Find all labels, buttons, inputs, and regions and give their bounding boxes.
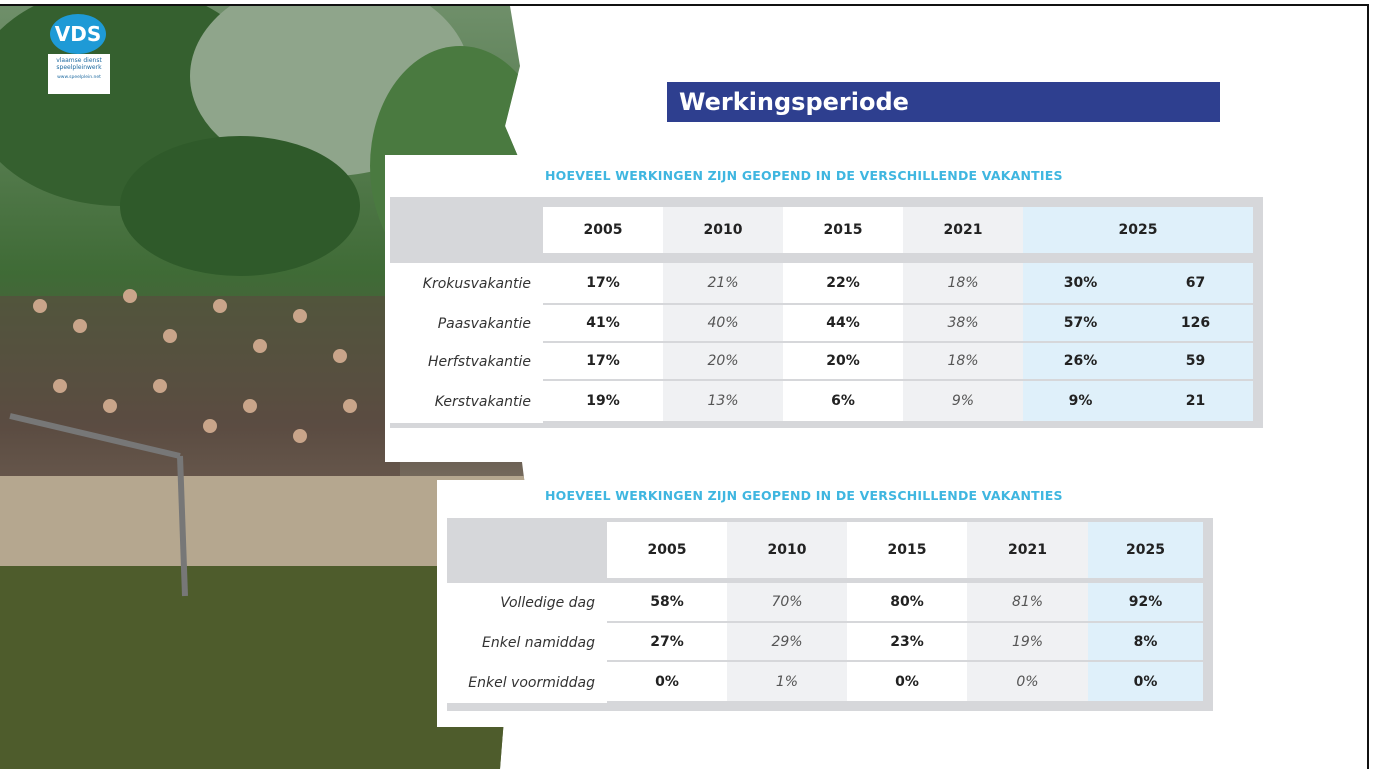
table-cell: 38% [903, 305, 1023, 341]
table-cell: 13% [663, 381, 783, 421]
header-corner [447, 522, 607, 578]
table-cell: 8% [1088, 623, 1203, 660]
table-cell: 27% [607, 623, 727, 660]
table-cell: 0% [847, 662, 967, 701]
column-header: 2005 [543, 207, 663, 253]
row-label: Herfstvakantie [390, 343, 543, 381]
logo-name: vlaamse dienst speelpleinwerk [48, 57, 110, 71]
table-cell: 18% [903, 343, 1023, 379]
table-cell: 70% [727, 583, 847, 621]
table-cell: 92% [1088, 583, 1203, 621]
column-header: 2005 [607, 522, 727, 578]
slide-title: Werkingsperiode [667, 82, 1220, 122]
table-title: HOEVEEL WERKINGEN ZIJN GEOPEND IN DE VER… [545, 168, 1063, 183]
table-cell: 0% [967, 662, 1088, 701]
table-cell: 30% [1023, 263, 1138, 303]
slide: VDS vlaamse dienst speelpleinwerk www.sp… [0, 0, 1373, 769]
table-cell: 17% [543, 343, 663, 379]
column-header: 2010 [663, 207, 783, 253]
table-cell: 0% [1088, 662, 1203, 701]
logo-url: www.speelplein.net [48, 75, 110, 80]
table-cell: 18% [903, 263, 1023, 303]
table-cell: 26% [1023, 343, 1138, 379]
table-cell: 22% [783, 263, 903, 303]
table-cell: 23% [847, 623, 967, 660]
row-label: Kerstvakantie [390, 381, 543, 423]
table-cell: 19% [967, 623, 1088, 660]
table-cell: 58% [607, 583, 727, 621]
table-cell: 21% [663, 263, 783, 303]
table-cell: 40% [663, 305, 783, 341]
table-cell: 41% [543, 305, 663, 341]
table-cell: 17% [543, 263, 663, 303]
column-header: 2015 [783, 207, 903, 253]
table-cell: 1% [727, 662, 847, 701]
column-header: 2015 [847, 522, 967, 578]
table-cell: 80% [847, 583, 967, 621]
table-cell: 19% [543, 381, 663, 421]
row-label: Krokusvakantie [390, 263, 543, 305]
row-label: Enkel namiddag [447, 623, 607, 662]
table-cell: 81% [967, 583, 1088, 621]
row-label: Volledige dag [447, 583, 607, 623]
column-header: 2025 [1088, 522, 1203, 578]
table-cell: 9% [1023, 381, 1138, 421]
logo-badge: VDS [50, 14, 106, 54]
table-cell: 6% [783, 381, 903, 421]
table-cell: 44% [783, 305, 903, 341]
table-cell: 21 [1138, 381, 1253, 421]
table-cell: 57% [1023, 305, 1138, 341]
header-corner [390, 207, 543, 253]
table-cell: 20% [783, 343, 903, 379]
column-header: 2021 [903, 207, 1023, 253]
table-title: HOEVEEL WERKINGEN ZIJN GEOPEND IN DE VER… [545, 488, 1063, 503]
row-label: Enkel voormiddag [447, 662, 607, 703]
logo-text: vlaamse dienst speelpleinwerk www.speelp… [48, 54, 110, 94]
table-cell: 126 [1138, 305, 1253, 341]
column-header: 2010 [727, 522, 847, 578]
logo-mark: VDS [50, 14, 106, 54]
row-label: Paasvakantie [390, 305, 543, 343]
table-cell: 67 [1138, 263, 1253, 303]
column-header: 2025 [1023, 207, 1253, 253]
table-cell: 29% [727, 623, 847, 660]
table-cell: 59 [1138, 343, 1253, 379]
column-header: 2021 [967, 522, 1088, 578]
table-cell: 0% [607, 662, 727, 701]
table-cell: 20% [663, 343, 783, 379]
table-cell: 9% [903, 381, 1023, 421]
